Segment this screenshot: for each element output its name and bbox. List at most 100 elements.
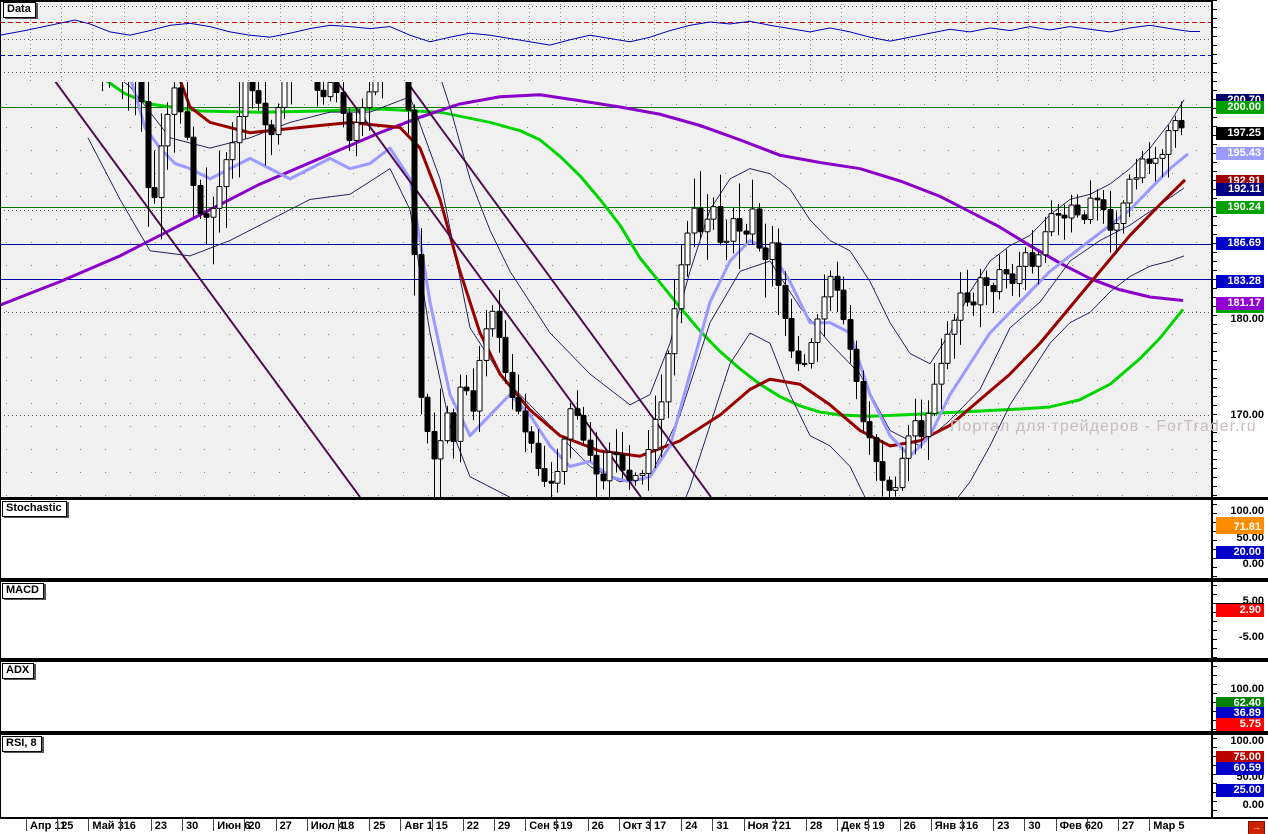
date-label: 26: [903, 820, 916, 832]
date-tick: [213, 819, 215, 831]
date-label: 19: [872, 820, 885, 832]
date-tick: [806, 819, 807, 831]
separator-adx-rsi[interactable]: [0, 731, 1268, 735]
date-tick: [1118, 819, 1119, 831]
scale-label: 100.00: [1230, 505, 1264, 517]
price-badge: 25.00: [1216, 784, 1264, 797]
date-label: 30: [186, 820, 199, 832]
date-tick: [587, 819, 589, 831]
date-label: 18: [342, 820, 355, 832]
date-tick: [431, 819, 433, 831]
date-tick: [275, 819, 277, 831]
scale-label: 0.00: [1242, 799, 1264, 811]
date-tick: [650, 819, 651, 831]
price-badge: 5.75: [1216, 718, 1264, 731]
price-badge: 181.17: [1216, 297, 1264, 310]
indicator-label-adx[interactable]: ADX: [2, 663, 35, 679]
date-label: Окт 3: [622, 820, 652, 832]
scale-tick-marks: [1213, 0, 1217, 819]
price-badge: 183.28: [1216, 275, 1264, 288]
date-label: 17: [654, 820, 667, 832]
date-tick: [1024, 819, 1026, 831]
date-tick: [1149, 819, 1151, 831]
date-label: Фев 6: [1059, 820, 1092, 832]
price-badge: 62.40: [1216, 697, 1264, 710]
date-tick: [899, 819, 901, 831]
main-chart-canvas[interactable]: [0, 0, 1211, 497]
date-tick: [462, 819, 464, 831]
date-tick: [1086, 819, 1088, 831]
date-axis[interactable]: Апр 11 25 Май 3 16 23 30 Июн 6 20 27 Июл 4 18 25 Авг…: [0, 819, 1268, 834]
scale-label: 100.00: [1230, 735, 1264, 747]
date-label: Дек 5: [841, 820, 870, 832]
scale-label: 50.00: [1236, 532, 1264, 544]
price-badge: 71.81: [1216, 521, 1264, 534]
date-label: 28: [810, 820, 823, 832]
date-tick: [88, 819, 90, 831]
scale-label: 0.00: [1242, 558, 1264, 570]
date-tick: [837, 819, 839, 831]
date-label: 27: [279, 820, 292, 832]
price-badge: [1216, 517, 1264, 522]
date-label: 20: [248, 820, 261, 832]
price-badge: 20.00: [1216, 546, 1264, 559]
date-label: 19: [560, 820, 573, 832]
scale-label: -5.00: [1238, 631, 1264, 643]
date-tick: [681, 819, 683, 831]
date-tick: [930, 819, 932, 831]
date-label: Ноя 7: [747, 820, 778, 832]
date-label: 29: [498, 820, 511, 832]
chart-title-box[interactable]: Data: [3, 2, 36, 18]
date-label: 16: [966, 820, 979, 832]
separator-macd-adx[interactable]: [0, 658, 1268, 662]
date-tick: [494, 819, 495, 831]
date-tick: [1055, 819, 1057, 831]
separator-main-stochastic[interactable]: [0, 497, 1268, 500]
price-badge: 36.89: [1216, 707, 1264, 720]
date-label: Мар 5: [1153, 820, 1185, 832]
rsi-panel-canvas[interactable]: [0, 0, 1211, 82]
indicator-label-rsi[interactable]: RSI, 8: [2, 736, 42, 752]
date-label: 27: [1122, 820, 1135, 832]
date-tick: [712, 819, 714, 831]
date-tick: [400, 819, 402, 831]
price-badge: [1216, 308, 1264, 313]
separator-stochastic-macd[interactable]: [0, 578, 1268, 582]
scale-label: 180.00: [1230, 313, 1264, 325]
date-tick: [993, 819, 995, 831]
date-tick: [868, 819, 870, 831]
date-label: 30: [1028, 820, 1041, 832]
date-label: Июл 4: [310, 820, 344, 832]
price-badge: 75.00: [1216, 751, 1264, 764]
price-badge: 186.69: [1216, 237, 1264, 250]
price-badge: 2.90: [1216, 604, 1264, 617]
price-badge: 60.59: [1216, 762, 1264, 775]
price-badge: 192.11: [1216, 183, 1264, 196]
price-scale-border: [1211, 0, 1213, 819]
date-tick: [182, 819, 183, 831]
date-label: 25: [61, 820, 74, 832]
date-label: 31: [716, 820, 729, 832]
date-label: Апр 11: [30, 820, 66, 832]
price-badge: 195.43: [1216, 147, 1264, 160]
price-badge: 197.25: [1216, 127, 1264, 140]
date-tick: [525, 819, 527, 831]
date-label: 26: [591, 820, 604, 832]
date-label: 21: [778, 820, 792, 832]
date-tick: [119, 819, 121, 831]
date-tick: [369, 819, 371, 831]
scroll-to-end-button[interactable]: →: [1248, 821, 1265, 834]
date-tick: [150, 819, 152, 831]
date-label: Сен 5: [529, 820, 560, 832]
date-tick: [57, 819, 59, 831]
date-label: 23: [997, 820, 1010, 832]
date-tick: [774, 819, 776, 831]
indicator-label-macd[interactable]: MACD: [2, 583, 44, 599]
date-label: 20: [1090, 820, 1104, 832]
date-label: 25: [373, 820, 386, 832]
price-scale[interactable]: 180.00 170.00 100.00 50.00 0.00 5.00 -5.00 100.…: [1213, 0, 1268, 834]
date-tick: [962, 819, 963, 831]
separator-rsi-axis: [0, 817, 1268, 819]
date-tick: [338, 819, 339, 831]
indicator-label-stochastic[interactable]: Stochastic: [2, 501, 67, 517]
